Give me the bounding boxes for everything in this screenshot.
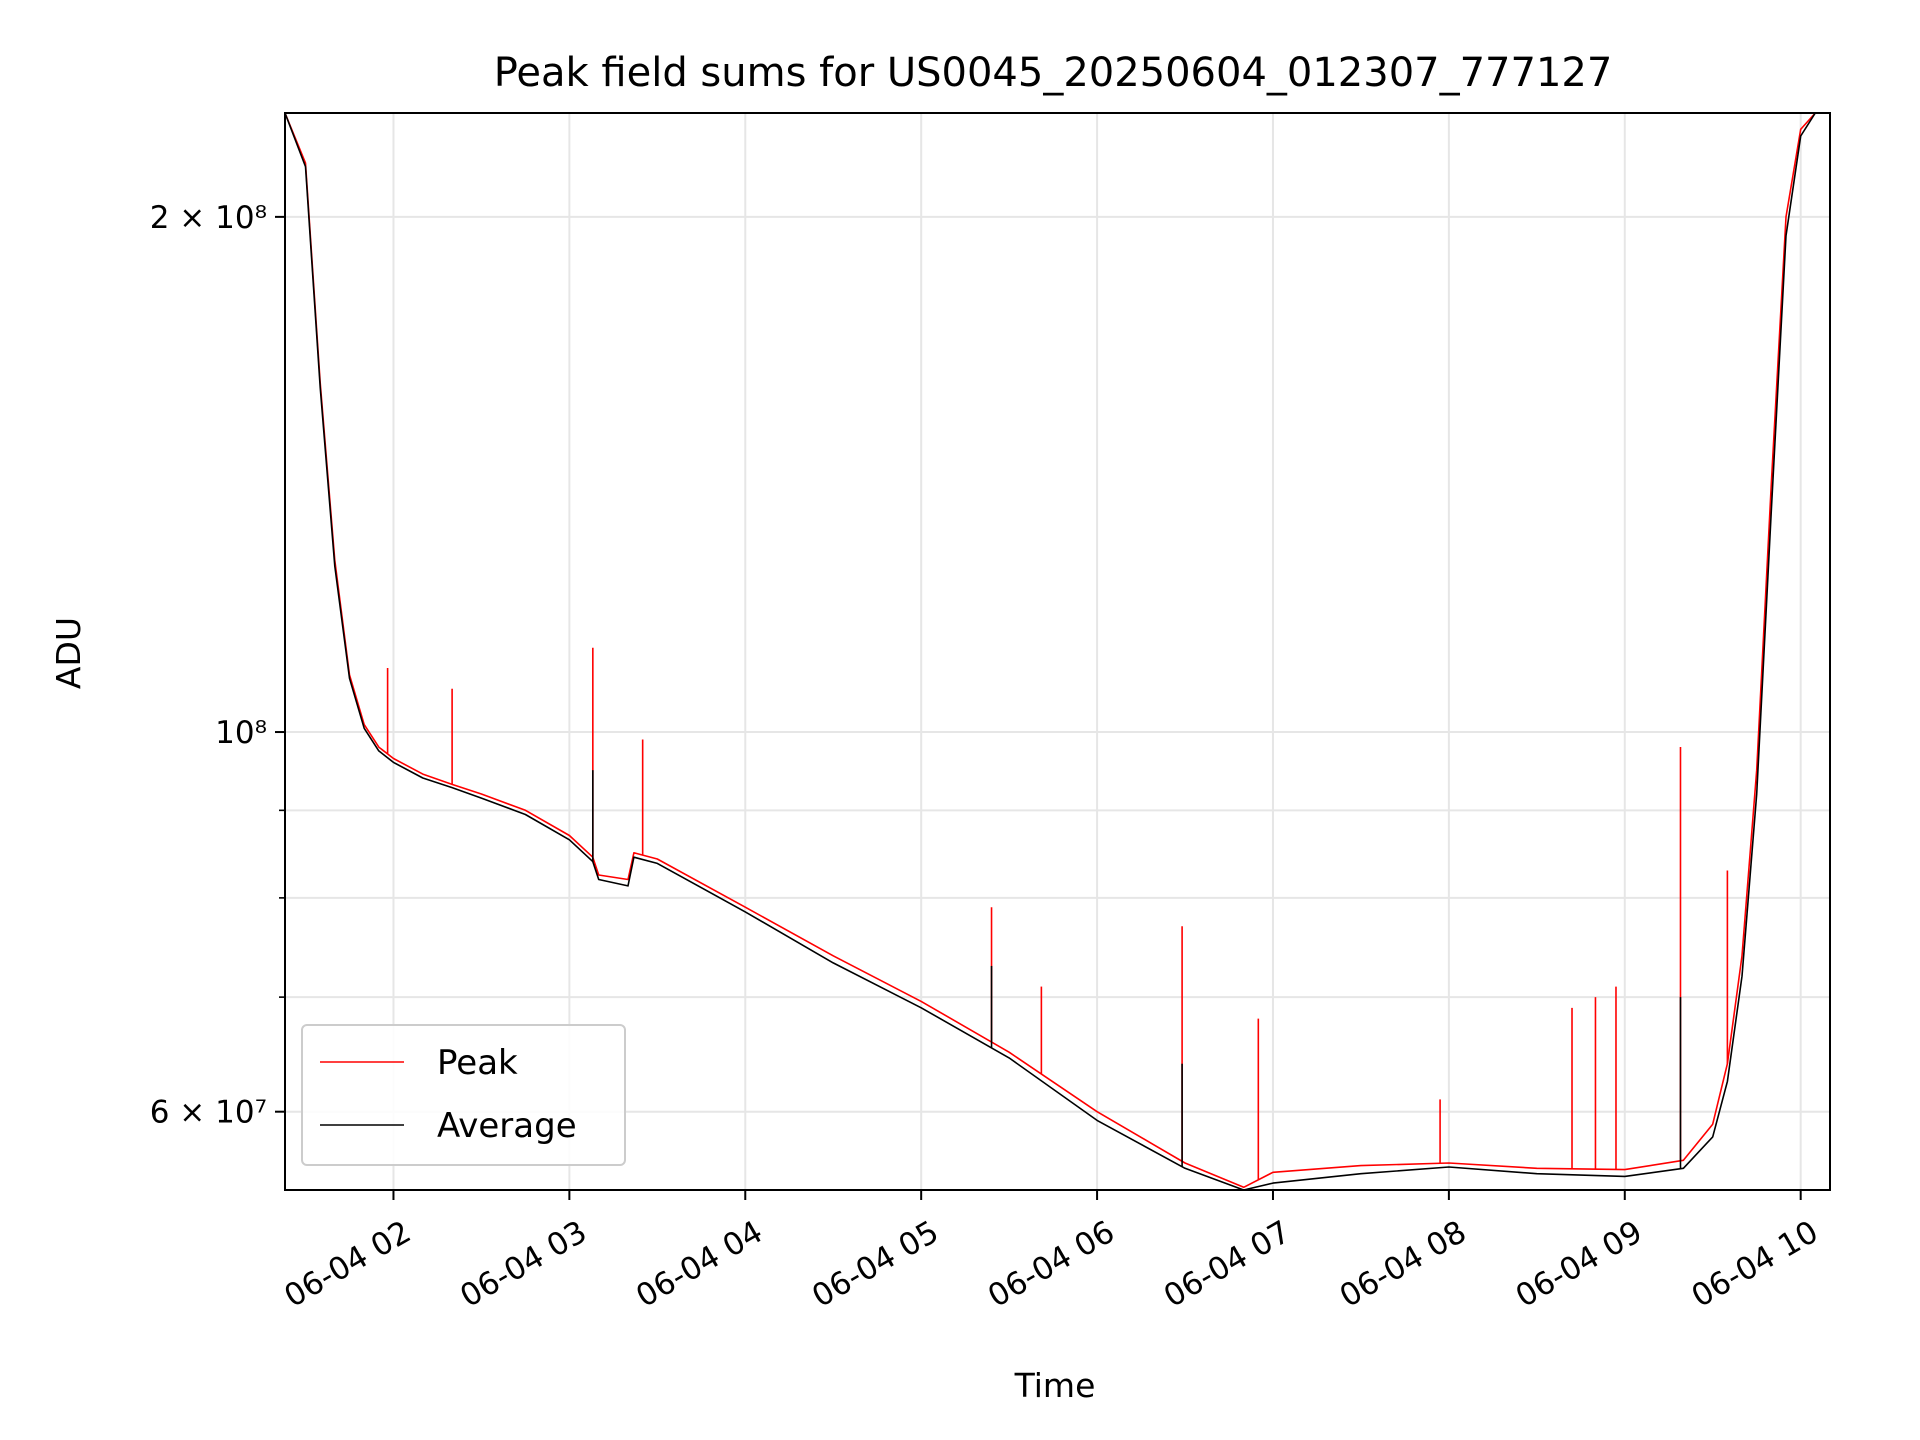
legend-box: [301, 1024, 626, 1166]
legend-label-average: Average: [437, 1106, 577, 1146]
series-line-peak: [284, 112, 1830, 1189]
plot-lines: [284, 112, 1830, 1191]
plot-frame: [284, 112, 1831, 1191]
chart-title: Peak field sums for US0045_20250604_0123…: [494, 50, 1613, 96]
y-axis: 6 × 10⁷ 10⁸ 2 × 10⁸: [150, 200, 285, 1131]
series-line-average: [284, 112, 1830, 1191]
y-tick-label: 10⁸: [215, 715, 267, 751]
y-tick-label: 6 × 10⁷: [150, 1095, 267, 1131]
x-axis-label: Time: [1014, 1366, 1096, 1405]
legend: Peak Average: [301, 1024, 626, 1166]
y-tick-label: 2 × 10⁸: [150, 200, 267, 236]
legend-label-peak: Peak: [437, 1043, 518, 1083]
y-axis-label: ADU: [49, 617, 88, 689]
